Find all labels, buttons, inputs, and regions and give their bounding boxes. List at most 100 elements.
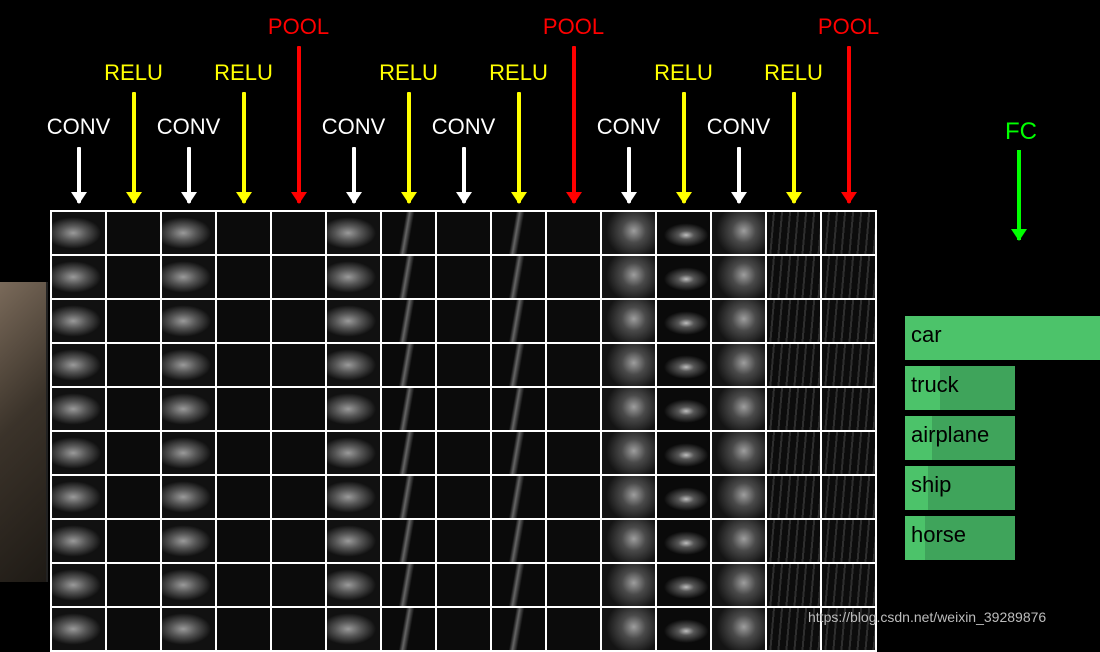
feature-map-cell bbox=[382, 520, 435, 562]
column-label: RELU bbox=[644, 60, 724, 86]
feature-map-cell bbox=[382, 344, 435, 386]
feature-map-cell bbox=[712, 256, 765, 298]
column-arrow bbox=[572, 46, 576, 203]
fc-class-label: car bbox=[911, 322, 942, 348]
feature-map-cell bbox=[547, 300, 600, 342]
column-label: CONV bbox=[39, 114, 119, 140]
feature-map-cell bbox=[767, 476, 820, 518]
column-arrow bbox=[627, 147, 631, 203]
feature-map-cell bbox=[272, 476, 325, 518]
feature-map-cell bbox=[327, 564, 380, 606]
feature-map-cell bbox=[547, 608, 600, 650]
column-label: POOL bbox=[259, 14, 339, 40]
feature-map-cell bbox=[602, 300, 655, 342]
feature-map-cell bbox=[822, 212, 875, 254]
feature-map-cell bbox=[492, 256, 545, 298]
feature-map-cell bbox=[767, 256, 820, 298]
feature-map-cell bbox=[382, 256, 435, 298]
feature-map-cell bbox=[217, 520, 270, 562]
feature-map-cell bbox=[327, 432, 380, 474]
feature-map-cell bbox=[547, 212, 600, 254]
feature-map-cell bbox=[107, 520, 160, 562]
column-arrow bbox=[462, 147, 466, 203]
column-label: RELU bbox=[94, 60, 174, 86]
fc-class-row: car bbox=[905, 316, 1100, 360]
column-arrow bbox=[737, 147, 741, 203]
feature-map-cell bbox=[52, 520, 105, 562]
feature-map-cell bbox=[492, 300, 545, 342]
feature-map-cell bbox=[767, 344, 820, 386]
feature-map-cell bbox=[492, 344, 545, 386]
feature-map-cell bbox=[822, 564, 875, 606]
feature-map-cell bbox=[437, 344, 490, 386]
feature-map-cell bbox=[602, 520, 655, 562]
feature-map-cell bbox=[657, 432, 710, 474]
feature-map-cell bbox=[822, 256, 875, 298]
feature-map-cell bbox=[217, 608, 270, 650]
feature-map-cell bbox=[272, 344, 325, 386]
feature-map-cell bbox=[492, 608, 545, 650]
feature-map-cell bbox=[822, 432, 875, 474]
column-label: POOL bbox=[534, 14, 614, 40]
feature-map-cell bbox=[52, 476, 105, 518]
feature-map-cell bbox=[217, 476, 270, 518]
feature-map-cell bbox=[162, 608, 215, 650]
feature-map-cell bbox=[602, 432, 655, 474]
feature-map-cell bbox=[272, 520, 325, 562]
fc-class-row: airplane bbox=[905, 416, 1015, 460]
feature-map-cell bbox=[272, 212, 325, 254]
feature-map-cell bbox=[767, 564, 820, 606]
feature-map-cell bbox=[162, 300, 215, 342]
fc-output-block: car truck airplane ship horse bbox=[905, 316, 1100, 566]
feature-map-cell bbox=[327, 388, 380, 430]
feature-map-cell bbox=[437, 300, 490, 342]
feature-map-cell bbox=[602, 476, 655, 518]
feature-map-cell bbox=[437, 476, 490, 518]
feature-map-cell bbox=[52, 608, 105, 650]
feature-map-cell bbox=[382, 388, 435, 430]
feature-map-cell bbox=[712, 388, 765, 430]
column-arrow bbox=[682, 92, 686, 203]
feature-map-cell bbox=[437, 520, 490, 562]
column-label: RELU bbox=[204, 60, 284, 86]
feature-map-cell bbox=[822, 344, 875, 386]
feature-map-cell bbox=[492, 564, 545, 606]
feature-map-cell bbox=[217, 256, 270, 298]
feature-map-cell bbox=[162, 256, 215, 298]
feature-map-cell bbox=[547, 256, 600, 298]
feature-map-cell bbox=[327, 256, 380, 298]
fc-class-label: truck bbox=[911, 372, 959, 398]
feature-map-cell bbox=[657, 608, 710, 650]
feature-map-cell bbox=[382, 212, 435, 254]
feature-map-cell bbox=[327, 300, 380, 342]
feature-map-cell bbox=[52, 564, 105, 606]
fc-class-row: horse bbox=[905, 516, 1015, 560]
feature-map-cell bbox=[822, 300, 875, 342]
feature-map-cell bbox=[382, 300, 435, 342]
feature-map-cell bbox=[492, 212, 545, 254]
feature-map-cell bbox=[162, 344, 215, 386]
feature-map-grid bbox=[50, 210, 877, 652]
column-arrow bbox=[77, 147, 81, 203]
column-arrow bbox=[847, 46, 851, 203]
feature-map-cell bbox=[767, 388, 820, 430]
feature-map-cell bbox=[547, 432, 600, 474]
feature-map-cell bbox=[217, 564, 270, 606]
feature-map-cell bbox=[657, 388, 710, 430]
feature-map-cell bbox=[547, 476, 600, 518]
feature-map-cell bbox=[217, 388, 270, 430]
feature-map-cell bbox=[217, 300, 270, 342]
feature-map-cell bbox=[272, 300, 325, 342]
feature-map-cell bbox=[327, 520, 380, 562]
feature-map-cell bbox=[437, 564, 490, 606]
feature-map-cell bbox=[107, 256, 160, 298]
feature-map-cell bbox=[602, 388, 655, 430]
column-label: CONV bbox=[149, 114, 229, 140]
feature-map-cell bbox=[602, 608, 655, 650]
feature-map-cell bbox=[217, 212, 270, 254]
feature-map-cell bbox=[712, 432, 765, 474]
feature-map-cell bbox=[162, 432, 215, 474]
fc-class-label: ship bbox=[911, 472, 951, 498]
feature-map-cell bbox=[162, 388, 215, 430]
feature-map-cell bbox=[712, 212, 765, 254]
